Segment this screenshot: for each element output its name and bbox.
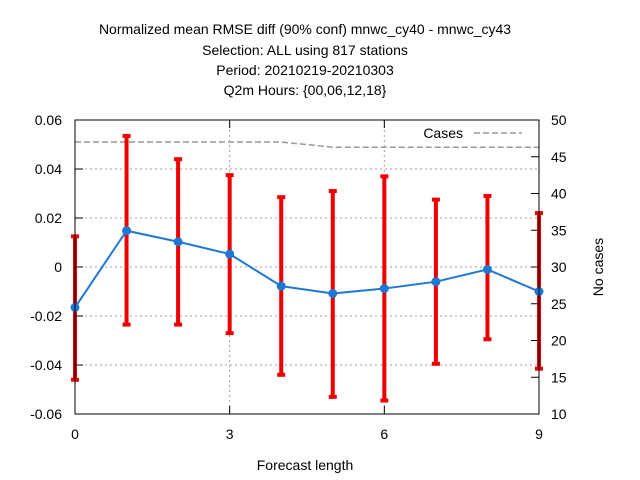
y2-tick-label-4: 30 bbox=[551, 259, 567, 275]
errorbar-series bbox=[71, 133, 543, 403]
data-point-3 bbox=[225, 249, 235, 259]
data-point-4 bbox=[276, 281, 286, 291]
cases-series bbox=[75, 141, 539, 148]
cases-line bbox=[75, 141, 539, 148]
x-axis-title: Forecast length bbox=[257, 457, 354, 473]
y2-tick-label-2: 20 bbox=[551, 333, 567, 349]
mean-line bbox=[74, 229, 540, 308]
y-tick-label-1: -0.04 bbox=[30, 357, 62, 373]
x-tick-label-0: 0 bbox=[71, 426, 79, 442]
data-point-8 bbox=[482, 264, 492, 274]
data-point-6 bbox=[379, 284, 389, 294]
y2-axis-title: No cases bbox=[590, 238, 606, 296]
y-tick-label-5: 0.04 bbox=[35, 161, 62, 177]
y2-tick-label-5: 35 bbox=[551, 222, 567, 238]
y-tick-label-4: 0.02 bbox=[35, 210, 62, 226]
y-tick-label-3: 0 bbox=[54, 259, 62, 275]
y2-tick-label-8: 50 bbox=[551, 112, 567, 128]
axes: 0 3 6 9 -0.06 -0.04 -0.02 0 0.02 0.04 0.06 10 15 20 25… bbox=[30, 112, 567, 442]
y-tick-label-6: 0.06 bbox=[35, 112, 62, 128]
data-point-5 bbox=[328, 288, 338, 298]
title-line-1: Normalized mean RMSE diff (90% conf) mnw… bbox=[99, 21, 511, 37]
title-line-3: Period: 20210219-20210303 bbox=[216, 62, 394, 78]
y2-tick-label-0: 10 bbox=[551, 406, 567, 422]
y2-tick-label-6: 40 bbox=[551, 186, 567, 202]
y2-tick-label-1: 15 bbox=[551, 369, 567, 385]
data-point-1 bbox=[122, 226, 132, 236]
y2-tick-label-7: 45 bbox=[551, 149, 567, 165]
y2-tick-label-3: 25 bbox=[551, 296, 567, 312]
x-tick-label-2: 6 bbox=[380, 426, 388, 442]
data-point-2 bbox=[173, 237, 183, 247]
grid bbox=[75, 120, 539, 414]
title-line-2: Selection: ALL using 817 stations bbox=[202, 42, 408, 58]
chart-title: Normalized mean RMSE diff (90% conf) mnw… bbox=[99, 21, 511, 98]
y-tick-label-0: -0.06 bbox=[30, 406, 62, 422]
data-point-7 bbox=[431, 277, 441, 287]
title-line-4: Q2m Hours: {00,06,12,18} bbox=[224, 82, 387, 98]
legend-label-cases: Cases bbox=[423, 125, 463, 141]
legend: Cases bbox=[423, 125, 522, 141]
x-tick-label-1: 3 bbox=[226, 426, 234, 442]
x-tick-label-3: 9 bbox=[535, 426, 543, 442]
y-tick-label-2: -0.02 bbox=[30, 308, 62, 324]
mean-series bbox=[70, 226, 544, 312]
